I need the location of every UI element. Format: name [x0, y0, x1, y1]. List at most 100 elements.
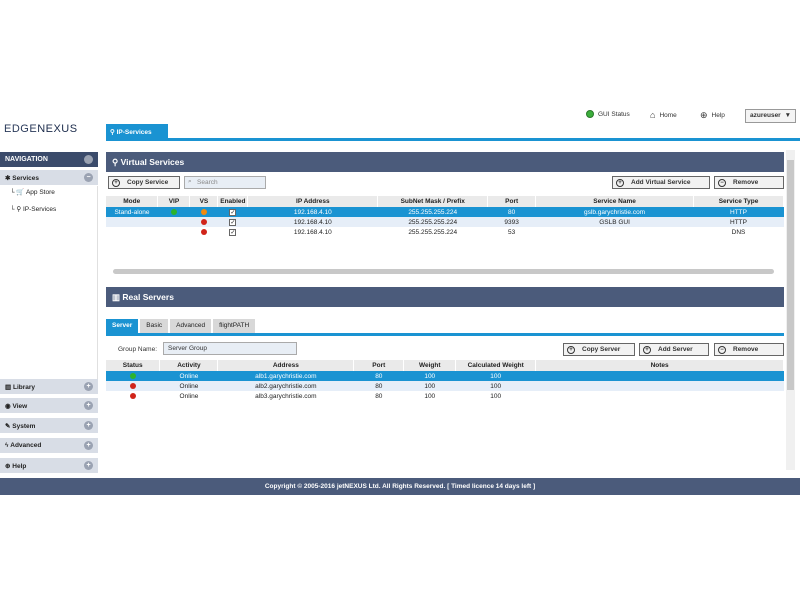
address-cell: alb2.garychristie.com	[217, 381, 354, 391]
column-header[interactable]: Notes	[535, 360, 784, 371]
ip-cell: 192.168.4.10	[247, 217, 378, 227]
service-name-cell: GSLB GUI	[535, 217, 694, 227]
sidebar-item-app-store[interactable]: └ 🛒 App Store	[10, 188, 55, 196]
vs-status-icon	[200, 218, 207, 225]
table-row[interactable]: ✓ 192.168.4.10 255.255.255.224 53 DNS	[106, 227, 784, 237]
tab-basic[interactable]: Basic	[140, 319, 169, 333]
vs-cell	[189, 217, 218, 227]
column-header[interactable]: Port	[353, 360, 405, 371]
copy-server-label: Copy Server	[582, 346, 621, 353]
add-server-button[interactable]: + Add Server	[639, 343, 709, 356]
sidebar-item-advanced[interactable]: ϟ Advanced +	[0, 438, 98, 454]
user-menu-button[interactable]: azureuser ▼	[745, 109, 796, 123]
column-header[interactable]: VIP	[157, 196, 191, 207]
gui-status-link[interactable]: GUI Status	[586, 110, 630, 118]
remove-server-button[interactable]: − Remove	[714, 343, 784, 356]
tab-ip-services[interactable]: ⚲ IP-Services	[106, 124, 168, 139]
copy-server-button[interactable]: + Copy Server	[563, 343, 635, 356]
enabled-checkbox[interactable]: ✓	[229, 228, 237, 236]
sidebar-item-library-label: Library	[12, 384, 36, 391]
sidebar-item-help[interactable]: ⊕ Help +	[0, 458, 98, 474]
vertical-scrollbar[interactable]	[786, 150, 795, 470]
table-row[interactable]: Stand-alone ✓ 192.168.4.10 255.255.255.2…	[106, 207, 784, 217]
table-header-row: Status Activity Address Port Weight Calc…	[106, 360, 784, 371]
home-link[interactable]: ⌂ Home	[650, 110, 677, 120]
collapse-nav-icon[interactable]	[84, 155, 93, 164]
real-servers-table: Status Activity Address Port Weight Calc…	[106, 360, 784, 401]
virtual-services-title: Virtual Services	[120, 157, 185, 167]
column-header[interactable]: Service Name	[535, 196, 695, 207]
footer: Copyright © 2005-2016 jetNEXUS Ltd. All …	[0, 478, 800, 495]
help-icon: ⊕	[700, 110, 708, 120]
expand-system-icon[interactable]: +	[84, 421, 93, 430]
activity-cell[interactable]: Online	[159, 371, 218, 381]
column-header[interactable]: Weight	[403, 360, 457, 371]
service-type-cell: DNS	[731, 228, 746, 236]
collapse-services-icon[interactable]: −	[84, 173, 93, 182]
expand-help-icon[interactable]: +	[84, 461, 93, 470]
column-header[interactable]: IP Address	[247, 196, 379, 207]
enabled-cell[interactable]: ✓	[217, 207, 248, 217]
port-cell: 9393	[487, 217, 536, 227]
expand-library-icon[interactable]: +	[84, 382, 93, 391]
vip-cell	[157, 217, 190, 227]
tab-flightpath[interactable]: flightPATH	[213, 319, 256, 333]
calculated-weight-cell: 100	[455, 381, 536, 391]
address-cell: alb1.garychristie.com	[217, 371, 354, 381]
notes-cell	[535, 381, 784, 391]
server-status-icon	[129, 382, 136, 389]
table-row[interactable]: Online alb1.garychristie.com 80 100 100	[106, 371, 784, 381]
column-header[interactable]: Address	[217, 360, 355, 371]
enabled-cell[interactable]: ✓	[217, 217, 248, 227]
sidebar-item-system[interactable]: ✎ System +	[0, 418, 98, 434]
sidebar-item-services[interactable]: ✱ Services −	[0, 170, 98, 186]
vip-cell	[157, 207, 190, 217]
server-status-icon	[129, 392, 136, 399]
column-header[interactable]: SubNet Mask / Prefix	[377, 196, 489, 207]
search-input[interactable]: ⌕ Search	[184, 176, 266, 189]
enabled-cell[interactable]: ✓	[218, 227, 248, 237]
table-row[interactable]: Online alb2.garychristie.com 80 100 100	[106, 381, 784, 391]
sidebar-item-view[interactable]: ◉ View +	[0, 398, 98, 414]
expand-view-icon[interactable]: +	[84, 401, 93, 410]
group-name-input[interactable]: Server Group	[163, 342, 297, 355]
sidebar-item-ip-services[interactable]: └ ⚲ IP-Services	[10, 205, 56, 213]
activity-cell[interactable]: Online	[179, 392, 199, 400]
add-virtual-service-button[interactable]: + Add Virtual Service	[612, 176, 710, 189]
table-row[interactable]: Online alb3.garychristie.com 80 100 100	[106, 391, 784, 401]
table-row[interactable]: ✓ 192.168.4.10 255.255.255.224 9393 GSLB…	[106, 217, 784, 227]
library-icon: ▥	[5, 384, 12, 391]
sidebar-item-library[interactable]: ▥ Library +	[0, 379, 98, 395]
copy-service-button[interactable]: + Copy Service	[108, 176, 180, 189]
server-status-icon	[129, 372, 136, 379]
horizontal-scrollbar[interactable]	[113, 269, 774, 274]
notes-cell	[536, 391, 784, 401]
column-header[interactable]: Enabled	[217, 196, 249, 207]
mode-cell: Stand-alone	[106, 207, 158, 217]
remove-service-button[interactable]: − Remove	[714, 176, 784, 189]
wrench-icon: ✎	[5, 423, 11, 430]
service-name-cell	[536, 227, 694, 237]
port-cell: 80	[353, 371, 404, 381]
virtual-services-table: Mode VIP VS Enabled IP Address SubNet Ma…	[106, 196, 784, 237]
column-header[interactable]: Service Type	[693, 196, 784, 207]
help-link[interactable]: ⊕ Help	[700, 110, 725, 121]
activity-cell[interactable]: Online	[159, 381, 218, 391]
column-header[interactable]: Status	[106, 360, 161, 371]
enabled-checkbox[interactable]: ✓	[229, 208, 237, 216]
column-header[interactable]: Activity	[159, 360, 219, 371]
tab-advanced[interactable]: Advanced	[170, 319, 212, 333]
copy-service-label: Copy Service	[127, 179, 169, 186]
plus-icon: +	[567, 346, 575, 354]
column-header[interactable]: Port	[487, 196, 537, 207]
scrollbar-thumb[interactable]	[787, 160, 794, 390]
column-header[interactable]: Calculated Weight	[455, 360, 537, 371]
table-header-row: Mode VIP VS Enabled IP Address SubNet Ma…	[106, 196, 784, 207]
column-header[interactable]: Mode	[106, 196, 159, 207]
weight-cell: 100	[424, 392, 436, 400]
expand-advanced-icon[interactable]: +	[84, 441, 93, 450]
tab-server[interactable]: Server	[106, 319, 139, 333]
enabled-checkbox[interactable]: ✓	[229, 218, 237, 226]
column-header[interactable]: VS	[189, 196, 219, 207]
search-icon: ⌕	[188, 178, 192, 185]
